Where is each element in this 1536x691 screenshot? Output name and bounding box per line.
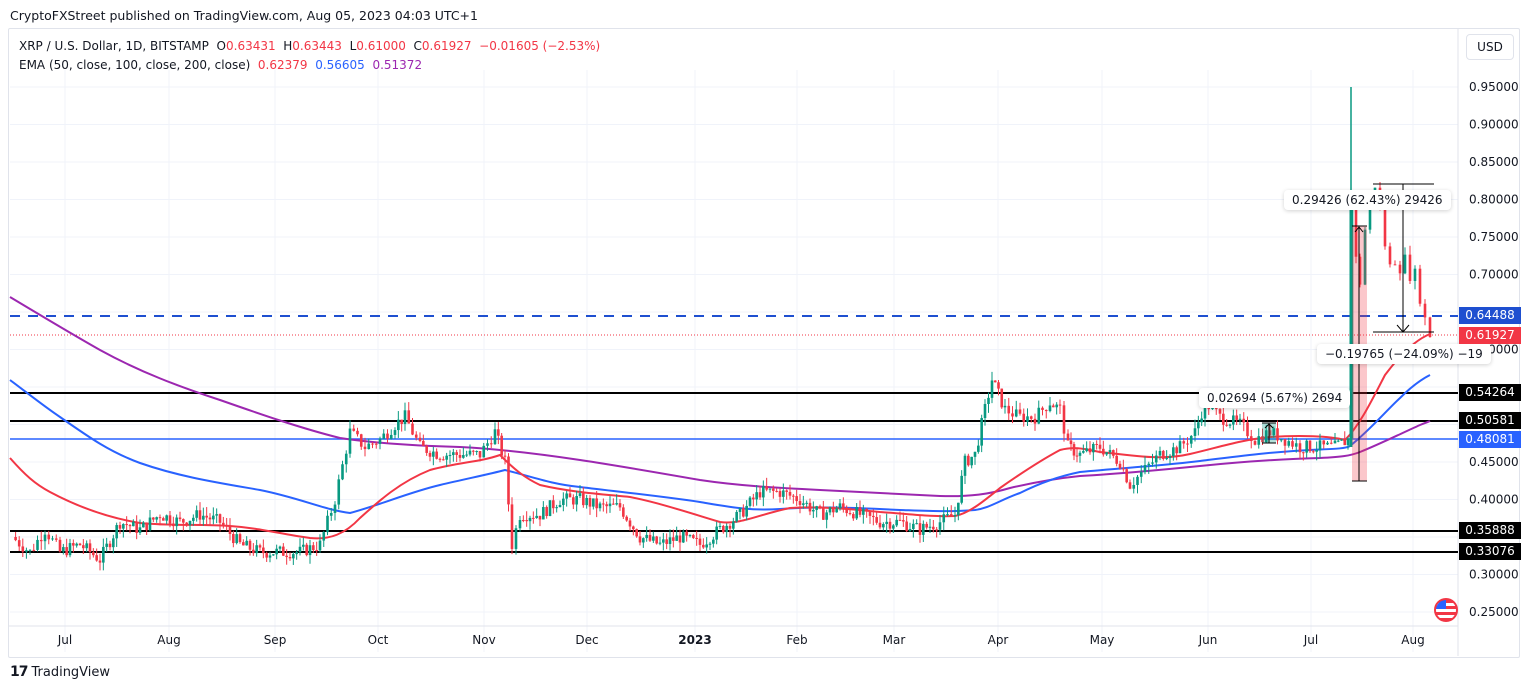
dashed-level-price-tag: 0.64488 [1459, 307, 1521, 324]
support-1-price-tag: 0.35888 [1459, 522, 1521, 539]
ema100-line[interactable] [9, 374, 1431, 515]
chart-legend: XRP / U.S. Dollar, 1D, BITSTAMP O0.63431… [19, 37, 600, 75]
svg-text:Jul: Jul [1303, 633, 1318, 647]
svg-text:0.45000: 0.45000 [1469, 455, 1519, 469]
ema200-value: 0.51372 [372, 58, 423, 72]
svg-text:Dec: Dec [575, 633, 598, 647]
drop-measure-label[interactable]: −0.19765 (−24.09%) −19 [1317, 344, 1491, 364]
svg-text:Oct: Oct [368, 633, 389, 647]
support-2-price-tag: 0.33076 [1459, 543, 1521, 560]
svg-text:2023: 2023 [678, 633, 711, 647]
svg-text:Nov: Nov [472, 633, 495, 647]
low-value: 0.61000 [356, 39, 406, 53]
price-axis[interactable]: 0.95000 0.90000 0.85000 0.80000 0.75000 … [1469, 80, 1519, 619]
symbol-label: XRP / U.S. Dollar, 1D, BITSTAMP [19, 39, 209, 53]
symbol-legend-row[interactable]: XRP / U.S. Dollar, 1D, BITSTAMP O0.63431… [19, 37, 600, 56]
low-label: L [349, 39, 357, 53]
svg-text:0.30000: 0.30000 [1469, 568, 1519, 582]
svg-text:Sep: Sep [264, 633, 287, 647]
time-axis[interactable]: Jul Aug Sep Oct Nov Dec 2023 Feb Mar Apr… [57, 633, 1425, 647]
tradingview-brand-label: TradingView [31, 664, 111, 680]
svg-text:0.40000: 0.40000 [1469, 493, 1519, 507]
ema100-value: 0.56605 [315, 58, 365, 72]
small-measure-label[interactable]: 0.02694 (5.67%) 2694 [1199, 388, 1351, 408]
svg-text:0.25000: 0.25000 [1469, 605, 1519, 619]
tradingview-logo-icon: 𝟭𝟳 [10, 664, 29, 680]
close-value: 0.61927 [421, 39, 472, 53]
svg-text:Aug: Aug [157, 633, 180, 647]
grid [10, 70, 1458, 652]
svg-text:May: May [1090, 633, 1115, 647]
open-value: 0.63431 [226, 39, 276, 53]
publisher-caption: CryptoFXStreet published on TradingView.… [10, 8, 478, 23]
svg-text:0.95000: 0.95000 [1469, 80, 1519, 94]
svg-text:Aug: Aug [1401, 633, 1424, 647]
ema50-line[interactable] [9, 333, 1431, 540]
candlesticks[interactable] [14, 87, 1432, 571]
svg-text:Apr: Apr [988, 633, 1009, 647]
ema-label: EMA (50, close, 100, close, 200, close) [19, 58, 251, 72]
change-value: −0.01605 (−2.53%) [479, 39, 601, 53]
close-label: C [413, 39, 422, 53]
resistance-1-price-tag: 0.54264 [1459, 384, 1521, 401]
last-price-tag: 0.61927 [1459, 327, 1521, 344]
open-label: O [216, 39, 226, 53]
svg-text:0.90000: 0.90000 [1469, 118, 1519, 132]
svg-text:0.75000: 0.75000 [1469, 230, 1519, 244]
svg-text:0.80000: 0.80000 [1469, 193, 1519, 207]
high-value: 0.63443 [292, 39, 342, 53]
tradingview-logo[interactable]: 𝟭𝟳 TradingView [10, 664, 110, 680]
ema-legend-row[interactable]: EMA (50, close, 100, close, 200, close) … [19, 56, 600, 75]
svg-text:0.85000: 0.85000 [1469, 155, 1519, 169]
svg-text:Feb: Feb [786, 633, 807, 647]
svg-text:Jun: Jun [1198, 633, 1218, 647]
blue-level-price-tag: 0.48081 [1459, 431, 1521, 448]
us-flag-icon[interactable] [1434, 598, 1458, 622]
horizontal-levels[interactable] [10, 315, 1458, 553]
high-label: H [283, 39, 293, 53]
svg-text:Jul: Jul [57, 633, 72, 647]
ema50-value: 0.62379 [257, 58, 308, 72]
currency-button[interactable]: USD [1466, 34, 1514, 60]
svg-text:Mar: Mar [883, 633, 906, 647]
rally-measure-label[interactable]: 0.29426 (62.43%) 29426 [1284, 190, 1451, 210]
resistance-2-price-tag: 0.50581 [1459, 412, 1521, 429]
svg-text:0.70000: 0.70000 [1469, 268, 1519, 282]
